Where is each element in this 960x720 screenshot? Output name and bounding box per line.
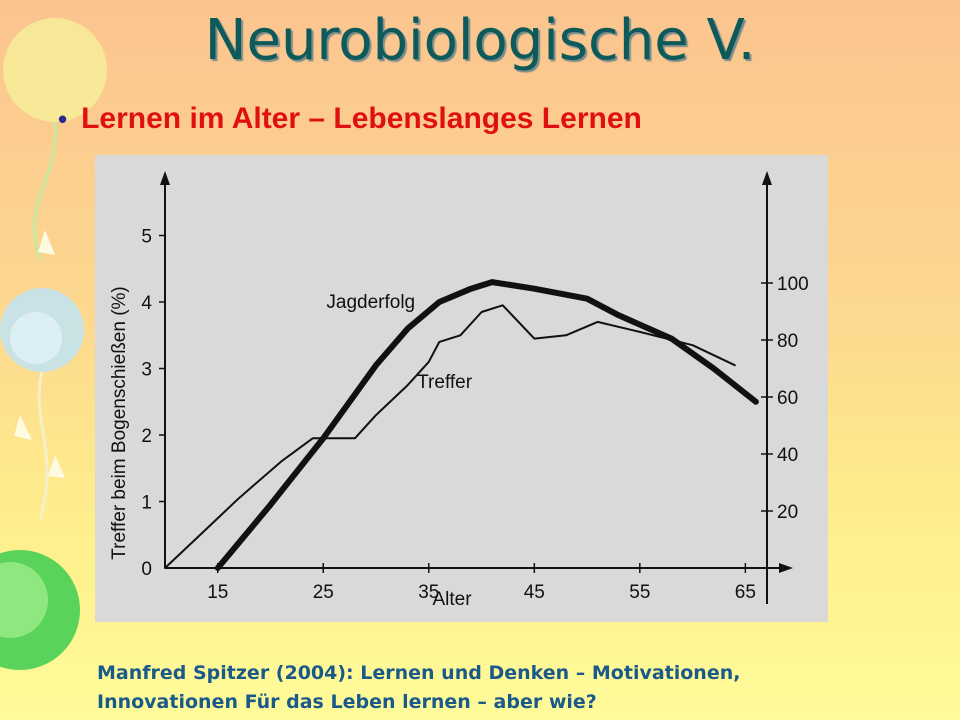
y-axis-left-arrow-icon (160, 171, 170, 185)
chart-panel: 0 1 2 3 4 5 20 40 60 80 100 15 25 35 45 55 65 Alter Treffe… (95, 155, 828, 622)
y-tick-label-left: 1 (141, 493, 152, 514)
series-label-jagderfolg: Jagderfolg (326, 292, 415, 313)
series-label-treffer: Treffer (417, 372, 473, 393)
y-axis-right-arrow-icon (762, 171, 772, 185)
x-tick-label: 35 (418, 582, 439, 603)
x-tick-label: 55 (629, 582, 650, 603)
series-line-treffer (164, 304, 736, 569)
bullet-dot-icon: • (58, 104, 68, 134)
y-tick-label-right: 60 (777, 388, 798, 409)
slide-title: Neurobiologische V. (204, 8, 756, 73)
y-tick-label-right: 80 (777, 331, 798, 352)
x-tick-label: 45 (524, 582, 545, 603)
citation-line-2: Innovationen Für das Leben lernen – aber… (97, 691, 597, 713)
y-tick-label-left: 0 (141, 559, 152, 580)
x-axis-label: Alter (432, 589, 472, 610)
balloon-decoration (0, 18, 107, 670)
y-tick-label-left: 4 (141, 293, 152, 314)
citation: Manfred Spitzer (2004): Lernen und Denke… (97, 659, 937, 717)
x-tick-label: 65 (735, 582, 756, 603)
y-tick-label-left: 3 (141, 360, 152, 381)
citation-line-1: Manfred Spitzer (2004): Lernen und Denke… (97, 662, 741, 684)
x-axis-arrow-icon (779, 563, 793, 573)
y-tick-label-right: 100 (777, 274, 809, 295)
x-tick-label: 15 (207, 582, 228, 603)
series-line-jagderfolg (214, 279, 759, 571)
y-tick-label-right: 40 (777, 445, 798, 466)
y-tick-label-left: 2 (141, 426, 152, 447)
y-tick-label-right: 20 (777, 502, 798, 523)
x-tick-label: 25 (313, 582, 334, 603)
y-tick-label-left: 5 (141, 227, 152, 248)
bullet-item: • Lernen im Alter – Lebenslanges Lernen (58, 102, 642, 136)
bullet-text: Lernen im Alter – Lebenslanges Lernen (81, 102, 642, 135)
y-axis-label: Treffer beim Bogenschießen (%) (109, 286, 130, 560)
